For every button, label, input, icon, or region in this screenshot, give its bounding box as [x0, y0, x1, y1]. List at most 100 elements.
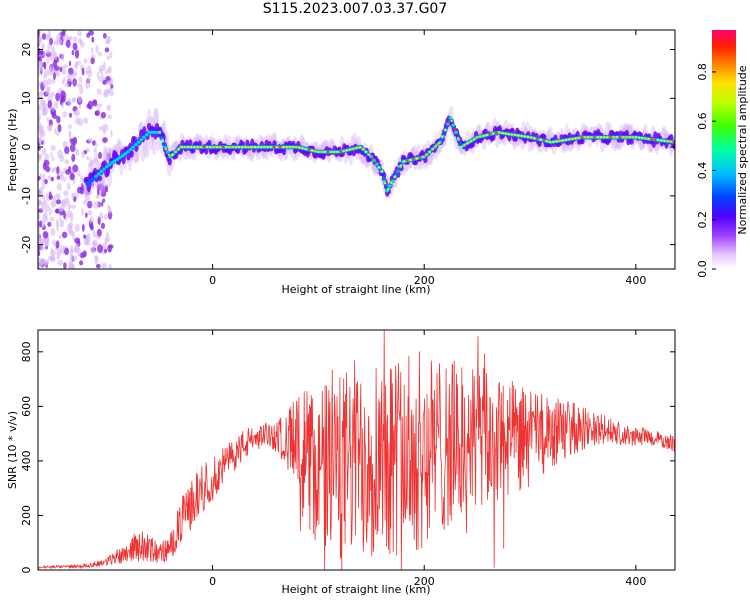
noise-speckle — [74, 61, 79, 69]
ridge-peak — [215, 145, 218, 149]
spectrogram-data — [38, 30, 675, 269]
noise-speckle — [108, 65, 112, 74]
ridge-peak — [291, 145, 295, 149]
noise-speckle — [50, 144, 56, 152]
noise-speckle — [67, 201, 72, 211]
ridge-peak — [383, 182, 387, 185]
noise-speckle — [68, 132, 72, 141]
noise-speckle — [52, 254, 56, 261]
ridge-peak — [304, 147, 307, 151]
ridge-halo — [133, 149, 139, 164]
noise-speckle — [44, 241, 50, 248]
noise-speckle — [42, 173, 46, 180]
noise-speckle — [97, 244, 103, 254]
ridge-peak — [634, 136, 637, 139]
noise-speckle — [96, 88, 102, 95]
ridge-peak — [168, 153, 171, 157]
snr-series-line — [38, 330, 675, 570]
noise-speckle — [83, 58, 88, 64]
ridge-peak — [266, 145, 269, 149]
ridge-peak — [666, 140, 669, 143]
ridge-peak — [431, 147, 434, 151]
ridge-peak — [355, 146, 358, 150]
ridge-peak — [260, 145, 263, 149]
noise-speckle — [43, 71, 47, 76]
ridge-peak — [282, 145, 285, 149]
ridge-peak — [618, 136, 622, 139]
ridge-peak — [656, 138, 660, 142]
ridge-peak — [199, 145, 203, 149]
ridge-peak — [345, 149, 349, 152]
ridge-halo — [147, 116, 153, 124]
ridge-peak — [250, 145, 253, 149]
ridge-cyan — [372, 159, 376, 162]
ridge-peak — [653, 138, 657, 141]
ridge-peak — [434, 144, 438, 148]
noise-speckle — [96, 228, 102, 237]
noise-speckle — [83, 234, 87, 239]
ridge-purple — [132, 136, 137, 143]
ridge-peak — [218, 145, 222, 149]
ridge-peak — [482, 134, 485, 137]
noise-speckle — [59, 216, 62, 221]
noise-speckle — [55, 92, 61, 102]
ridge-peak — [409, 158, 412, 162]
noise-speckle — [40, 246, 46, 251]
noise-speckle — [94, 110, 100, 116]
noise-speckle — [54, 100, 59, 109]
ridge-peak — [333, 150, 336, 154]
noise-speckle — [90, 159, 94, 165]
noise-speckle — [57, 124, 62, 133]
ridge-peak — [231, 145, 234, 149]
ridge-cyan — [123, 152, 128, 156]
ridge-cyan — [97, 172, 101, 176]
noise-speckle — [82, 250, 87, 258]
ridge-peak — [241, 145, 244, 149]
ridge-peak — [310, 149, 314, 152]
noise-speckle — [50, 227, 56, 237]
noise-speckle — [65, 197, 70, 204]
ridge-peak — [599, 136, 603, 139]
colorbar-tick-label: 0.4 — [696, 162, 709, 180]
noise-speckle — [50, 200, 57, 208]
spectrogram-y-tick-label: -20 — [20, 236, 33, 254]
noise-speckle — [107, 204, 110, 211]
ridge-cyan — [142, 135, 146, 139]
ridge-peak — [587, 136, 590, 139]
noise-speckle — [105, 231, 110, 239]
noise-speckle — [101, 201, 104, 207]
noise-speckle — [71, 50, 75, 56]
ridge-peak — [510, 133, 514, 136]
noise-speckle — [95, 256, 98, 262]
ridge-peak — [612, 136, 615, 139]
ridge-peak — [577, 136, 580, 140]
snr-y-tick-label: 0 — [20, 567, 33, 574]
noise-speckle — [102, 127, 106, 135]
noise-speckle — [99, 69, 104, 75]
noise-speckle — [79, 104, 82, 109]
ridge-peak — [222, 145, 225, 149]
noise-speckle — [106, 80, 112, 85]
snr-y-tick-label: 200 — [20, 505, 33, 526]
ridge-cyan — [136, 140, 141, 144]
noise-speckle — [77, 170, 81, 177]
noise-speckle — [92, 100, 98, 107]
noise-speckle — [104, 248, 108, 254]
ridge-peak — [234, 145, 238, 149]
ridge-peak — [387, 187, 390, 191]
noise-speckle — [102, 198, 106, 203]
ridge-peak — [247, 145, 250, 149]
ridge-cyan — [451, 123, 456, 127]
noise-speckle — [49, 37, 53, 46]
ridge-peak — [374, 161, 377, 164]
noise-speckle — [90, 47, 94, 54]
noise-speckle — [66, 39, 71, 48]
noise-speckle — [80, 41, 85, 48]
ridge-peak — [669, 140, 672, 143]
colorbar-tick-label: 0.0 — [696, 260, 709, 278]
noise-speckle — [56, 175, 61, 180]
colorbar-tick-label: 0.6 — [696, 112, 709, 130]
ridge-peak — [590, 136, 593, 139]
noise-speckle — [93, 147, 97, 153]
noise-speckle — [58, 234, 62, 240]
